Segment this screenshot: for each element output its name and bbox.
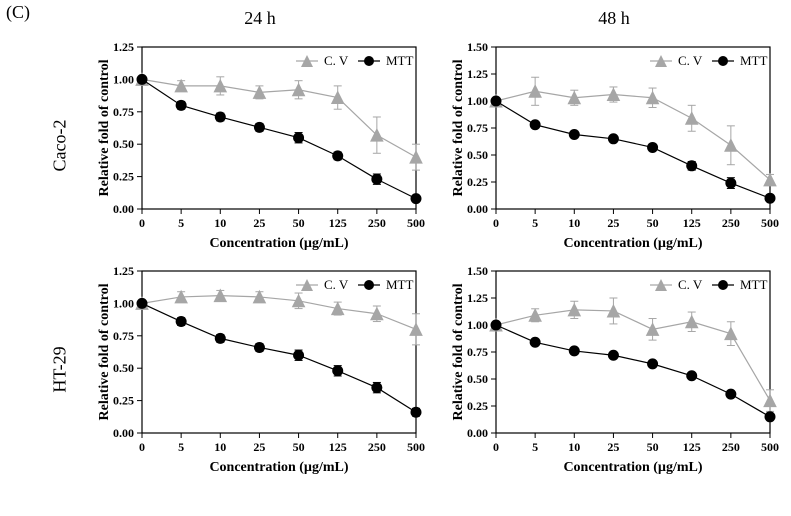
chart-ht29-48h: 0.00 0.25 0.50 0.75 1.00 1.25 1.50 0 5 10 25 50 125 2…	[448, 261, 780, 477]
svg-text:0.75: 0.75	[467, 121, 488, 135]
svg-text:1.25: 1.25	[113, 264, 134, 278]
svg-text:Concentration (µg/mL): Concentration (µg/mL)	[209, 236, 348, 251]
svg-text:0.25: 0.25	[467, 399, 488, 413]
svg-text:1.50: 1.50	[467, 264, 488, 278]
chart-caco2-48h: 0.00 0.25 0.50 0.75 1.00 1.25 1.50 0 5 10 25 50 125 2…	[448, 37, 780, 253]
svg-text:5: 5	[532, 216, 538, 230]
svg-text:0.75: 0.75	[113, 329, 134, 343]
svg-text:500: 500	[407, 440, 425, 454]
col-title-48h: 48 h	[448, 8, 780, 29]
svg-text:Relative fold of control: Relative fold of control	[97, 59, 112, 196]
svg-text:50: 50	[647, 216, 659, 230]
svg-text:1.00: 1.00	[113, 296, 134, 310]
svg-text:125: 125	[683, 216, 701, 230]
svg-text:Relative fold of control: Relative fold of control	[451, 59, 466, 196]
col-title-24h: 24 h	[94, 8, 426, 29]
svg-text:10: 10	[568, 440, 580, 454]
svg-text:Concentration (µg/mL): Concentration (µg/mL)	[563, 236, 702, 251]
svg-text:1.00: 1.00	[113, 72, 134, 86]
chart-caco2-24h: 0.00 0.25 0.50 0.75 1.00 1.25 0 5 10 25 50 125 250 50…	[94, 37, 426, 253]
svg-text:25: 25	[607, 216, 619, 230]
svg-text:0.00: 0.00	[113, 202, 134, 216]
svg-text:5: 5	[178, 216, 184, 230]
row-title-caco2: Caco-2	[50, 119, 71, 171]
svg-text:1.25: 1.25	[113, 40, 134, 54]
svg-text:500: 500	[407, 216, 425, 230]
svg-text:10: 10	[214, 440, 226, 454]
svg-text:0.75: 0.75	[113, 105, 134, 119]
svg-text:25: 25	[607, 440, 619, 454]
svg-text:125: 125	[329, 216, 347, 230]
svg-text:125: 125	[683, 440, 701, 454]
svg-text:0.00: 0.00	[113, 426, 134, 440]
svg-text:500: 500	[761, 216, 779, 230]
svg-text:250: 250	[368, 216, 386, 230]
svg-text:0.25: 0.25	[467, 175, 488, 189]
svg-text:1.25: 1.25	[467, 291, 488, 305]
svg-text:250: 250	[368, 440, 386, 454]
svg-text:0.00: 0.00	[467, 426, 488, 440]
svg-text:1.25: 1.25	[467, 67, 488, 81]
svg-text:500: 500	[761, 440, 779, 454]
svg-text:5: 5	[532, 440, 538, 454]
svg-text:50: 50	[647, 440, 659, 454]
svg-text:Relative fold of control: Relative fold of control	[451, 283, 466, 420]
svg-text:250: 250	[722, 440, 740, 454]
svg-text:0.50: 0.50	[467, 148, 488, 162]
charts-grid: 24 h 48 h Caco-2 0.00 0.25 0.50 0.75 1.00 1.2…	[48, 8, 780, 477]
svg-text:C. V: C. V	[324, 277, 349, 292]
svg-text:1.50: 1.50	[467, 40, 488, 54]
svg-text:C. V: C. V	[324, 53, 349, 68]
svg-text:0.50: 0.50	[467, 372, 488, 386]
svg-text:25: 25	[253, 216, 265, 230]
chart-ht29-24h: 0.00 0.25 0.50 0.75 1.00 1.25 0 5 10 25 50 125 250 50…	[94, 261, 426, 477]
svg-text:0: 0	[139, 440, 145, 454]
svg-text:10: 10	[568, 216, 580, 230]
svg-text:MTT: MTT	[740, 277, 768, 292]
svg-text:0.25: 0.25	[113, 394, 134, 408]
svg-text:MTT: MTT	[386, 277, 414, 292]
svg-text:C. V: C. V	[678, 277, 703, 292]
panel-label: (C)	[6, 2, 30, 23]
svg-text:50: 50	[293, 216, 305, 230]
svg-text:0.25: 0.25	[113, 170, 134, 184]
svg-text:125: 125	[329, 440, 347, 454]
svg-text:0: 0	[139, 216, 145, 230]
svg-text:0: 0	[493, 440, 499, 454]
svg-text:0.75: 0.75	[467, 345, 488, 359]
svg-text:50: 50	[293, 440, 305, 454]
svg-text:0.50: 0.50	[113, 361, 134, 375]
svg-text:1.00: 1.00	[467, 318, 488, 332]
svg-text:0: 0	[493, 216, 499, 230]
svg-text:25: 25	[253, 440, 265, 454]
svg-text:Relative fold of control: Relative fold of control	[97, 283, 112, 420]
svg-text:10: 10	[214, 216, 226, 230]
svg-text:0.00: 0.00	[467, 202, 488, 216]
svg-text:MTT: MTT	[386, 53, 414, 68]
svg-text:C. V: C. V	[678, 53, 703, 68]
svg-text:Concentration (µg/mL): Concentration (µg/mL)	[563, 460, 702, 475]
row-title-ht29: HT-29	[50, 346, 71, 392]
svg-text:250: 250	[722, 216, 740, 230]
svg-text:Concentration (µg/mL): Concentration (µg/mL)	[209, 460, 348, 475]
svg-text:0.50: 0.50	[113, 137, 134, 151]
svg-text:5: 5	[178, 440, 184, 454]
svg-text:MTT: MTT	[740, 53, 768, 68]
svg-text:1.00: 1.00	[467, 94, 488, 108]
